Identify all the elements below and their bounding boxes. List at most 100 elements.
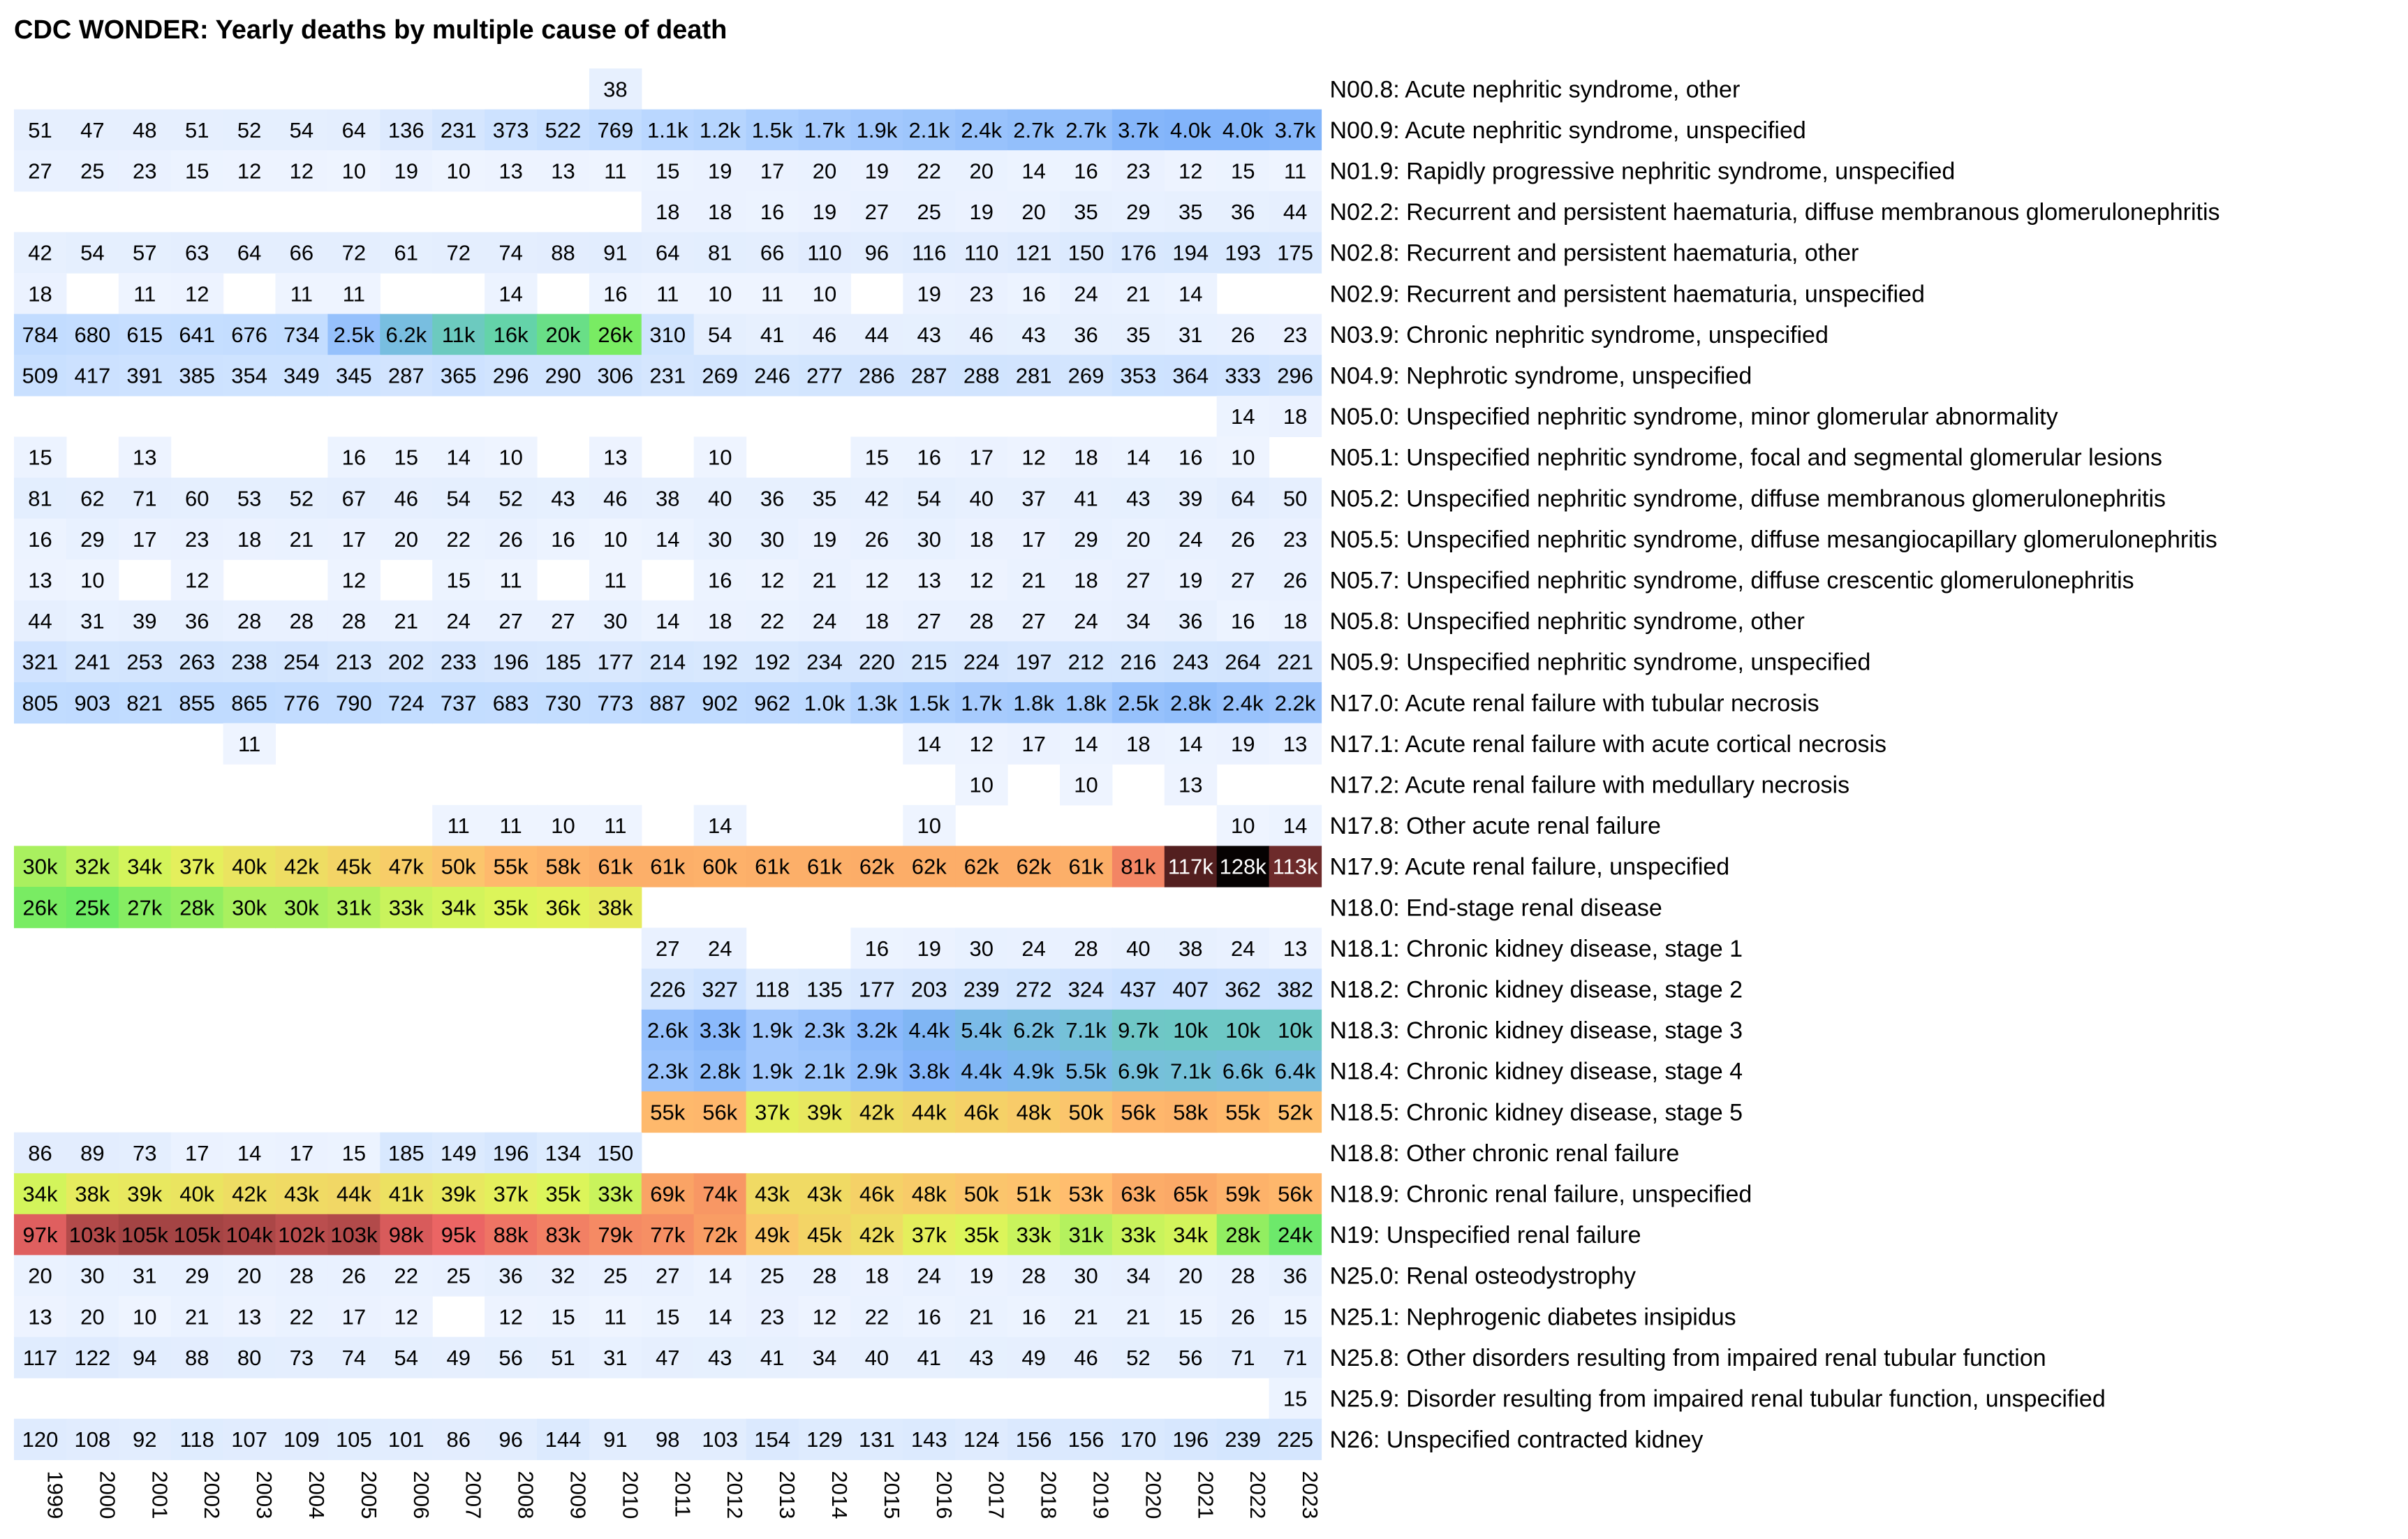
heatmap-cell <box>955 191 1008 233</box>
heatmap-cell <box>693 1336 747 1378</box>
heatmap-cell <box>1269 927 1322 969</box>
heatmap-cell <box>589 1255 642 1297</box>
cell-value-label: 11 <box>604 568 626 593</box>
heatmap-cell <box>485 1214 538 1256</box>
heatmap-cell <box>850 355 903 397</box>
cell-value-label: 53 <box>237 486 261 510</box>
cell-value-label: 19 <box>813 200 836 224</box>
cell-value-label: 64 <box>237 241 261 265</box>
cell-value-label: 73 <box>133 1141 156 1165</box>
heatmap-cell <box>485 1255 538 1297</box>
cell-value-label: 22 <box>865 1304 889 1329</box>
cell-value-label: 41 <box>1074 486 1098 510</box>
cell-value-label: 16 <box>760 200 784 224</box>
heatmap-cell <box>118 109 172 151</box>
heatmap-cell <box>1216 1296 1270 1338</box>
cell-value-label: 54 <box>290 118 313 142</box>
heatmap-cell <box>641 109 695 151</box>
heatmap-cell <box>118 641 172 683</box>
heatmap-row: 11 11 10 11 14 10 10 14 N17.8: Other acute renal… <box>432 804 1661 846</box>
cell-value-label: 11 <box>761 281 783 306</box>
cell-value-label: 4.0k <box>1223 118 1264 142</box>
year-tick-label: 2009 <box>566 1471 591 1519</box>
cell-value-label: 49 <box>1021 1346 1045 1370</box>
heatmap-cell <box>903 478 956 520</box>
cell-value-label: 61 <box>394 241 418 265</box>
year-tick-label: 2006 <box>409 1471 434 1519</box>
heatmap-cell <box>380 682 433 724</box>
row-label: N17.1: Acute renal failure with acute co… <box>1330 731 1887 758</box>
heatmap-cell <box>380 641 433 683</box>
heatmap-cell <box>1269 150 1322 192</box>
cell-value-label: 35 <box>1179 200 1202 224</box>
cell-value-label: 192 <box>702 650 738 675</box>
cell-value-label: 50k <box>441 855 476 879</box>
cell-value-label: 26 <box>498 527 522 552</box>
cell-value-label: 349 <box>283 364 320 388</box>
cell-value-label: 615 <box>126 323 163 347</box>
heatmap-cell <box>537 846 590 888</box>
heatmap-cell <box>275 1214 328 1256</box>
heatmap-cell <box>380 478 433 520</box>
heatmap-cell <box>1269 559 1322 601</box>
heatmap-cell <box>589 314 642 355</box>
cell-value-label: 35 <box>813 486 836 510</box>
row-label: N18.4: Chronic kidney disease, stage 4 <box>1330 1059 1743 1085</box>
heatmap-cell <box>850 478 903 520</box>
heatmap-row: 26k 25k 27k 28k 30k 30k 31k 33k 34k 35k 36k 38k N18.… <box>14 887 1662 929</box>
heatmap-cell <box>118 1132 172 1174</box>
cell-value-label: 42k <box>232 1182 267 1207</box>
heatmap-cell <box>380 1296 433 1338</box>
heatmap-cell <box>485 846 538 888</box>
cell-value-label: 74 <box>342 1346 366 1370</box>
cell-value-label: 272 <box>1016 978 1052 1002</box>
heatmap-cell <box>903 1091 956 1133</box>
row-label: N02.2: Recurrent and persistent haematur… <box>1330 199 2220 226</box>
cell-value-label: 29 <box>185 1264 209 1288</box>
heatmap-cell <box>589 355 642 397</box>
cell-value-label: 15 <box>865 446 889 470</box>
heatmap-cell <box>641 1214 695 1256</box>
cell-value-label: 16 <box>708 568 732 593</box>
heatmap-cell <box>432 518 485 560</box>
cell-value-label: 43 <box>708 1346 732 1370</box>
heatmap-cell <box>1060 559 1113 601</box>
heatmap-cell <box>589 846 642 888</box>
heatmap-cell <box>1216 641 1270 683</box>
cell-value-label: 821 <box>126 691 163 715</box>
heatmap-cell <box>1007 969 1061 1010</box>
heatmap-cell <box>1111 191 1165 233</box>
heatmap-cell <box>275 846 328 888</box>
heatmap-cell <box>170 641 224 683</box>
cell-value-label: 81k <box>1121 855 1155 879</box>
heatmap-cell <box>1216 1336 1270 1378</box>
cell-value-label: 14 <box>446 446 470 470</box>
cell-value-label: 39k <box>441 1182 476 1207</box>
heatmap-cell <box>589 68 642 110</box>
cell-value-label: 14 <box>656 609 679 633</box>
row-label: N25.1: Nephrogenic diabetes insipidus <box>1330 1304 1736 1330</box>
heatmap-cell <box>1216 1255 1270 1297</box>
heatmap-cell <box>485 1173 538 1215</box>
cell-value-label: 81 <box>28 486 52 510</box>
heatmap-cell <box>1007 1050 1061 1092</box>
cell-value-label: 42k <box>284 855 319 879</box>
cell-value-label: 215 <box>911 650 947 675</box>
heatmap-cell <box>223 887 276 929</box>
cell-value-label: 18 <box>28 281 52 306</box>
heatmap-cell <box>14 1296 67 1338</box>
heatmap-cell <box>1111 1009 1165 1051</box>
heatmap-cell <box>14 1336 67 1378</box>
heatmap-cell <box>1164 1255 1218 1297</box>
cell-value-label: 12 <box>760 568 784 593</box>
year-tick-label: 2016 <box>932 1471 956 1519</box>
heatmap-cell <box>223 1132 276 1174</box>
cell-value-label: 28k <box>1225 1223 1260 1247</box>
heatmap-cell <box>903 1255 956 1297</box>
heatmap-cell <box>746 1255 799 1297</box>
row-label: N18.2: Chronic kidney disease, stage 2 <box>1330 977 1743 1003</box>
heatmap-cell <box>1164 641 1218 683</box>
heatmap-cell <box>641 1296 695 1338</box>
cell-value-label: 3.7k <box>1118 118 1159 142</box>
